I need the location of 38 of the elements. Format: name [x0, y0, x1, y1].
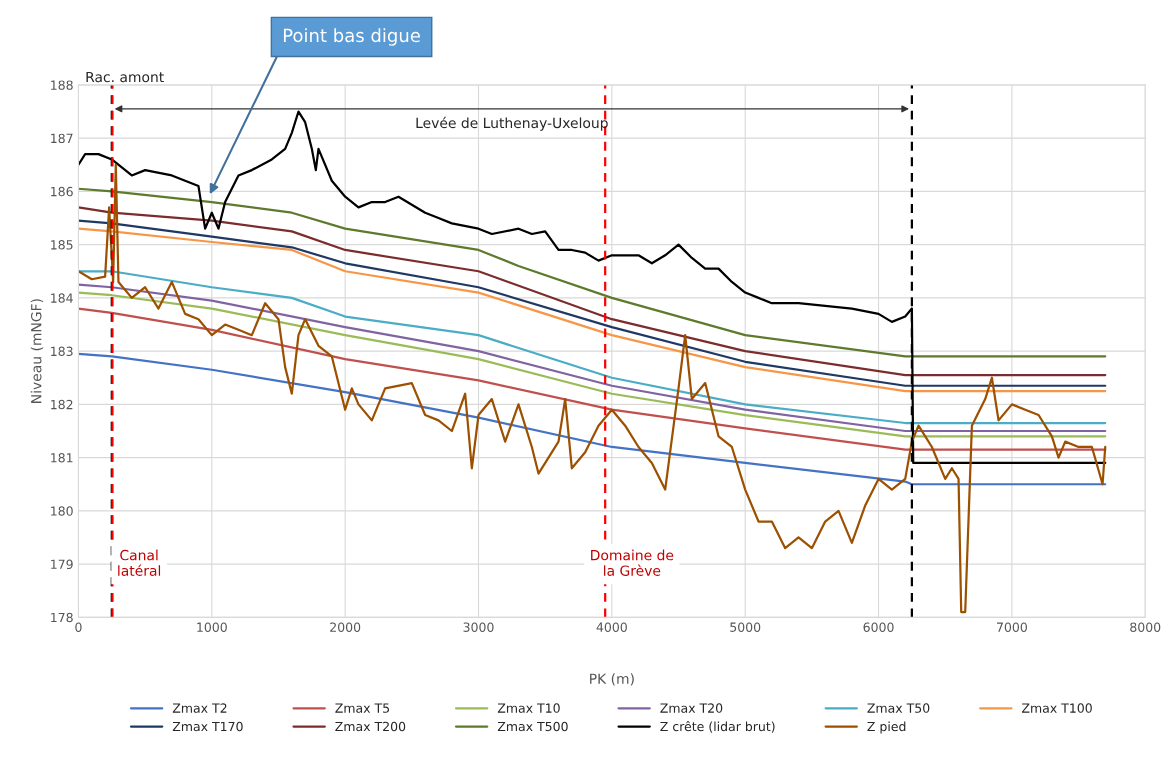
y-tick-label: 188 — [51, 80, 73, 90]
legend-label: Zmax T2 — [172, 703, 227, 713]
y-axis-title: Niveau (mNGF) — [30, 299, 44, 403]
legend-label: Zmax T10 — [497, 703, 560, 713]
x-tick-label: 8000 — [1130, 622, 1161, 632]
y-tick-label: 178 — [51, 612, 73, 623]
legend-label: Z crête (lidar brut) — [660, 720, 775, 733]
x-tick-label: 6000 — [863, 622, 894, 632]
legend-label: Zmax T5 — [335, 703, 390, 713]
legend-label: Zmax T50 — [867, 703, 930, 713]
legend-label: Z pied — [867, 721, 906, 734]
legend-label: Zmax T200 — [335, 721, 406, 732]
x-tick-label: 0 — [75, 622, 82, 632]
y-tick-label: 179 — [51, 559, 73, 570]
legend-label: Zmax T100 — [1021, 703, 1092, 713]
x-tick-label: 3000 — [463, 622, 494, 632]
x-tick-label: 1000 — [197, 622, 227, 632]
x-tick-label: 5000 — [730, 622, 761, 632]
legend-label: Zmax T20 — [660, 703, 723, 713]
legend-label: Zmax T170 — [172, 721, 243, 732]
y-tick-label: 187 — [51, 133, 73, 144]
y-tick-label: 186 — [51, 186, 73, 197]
x-tick-label: 2000 — [330, 622, 361, 632]
x-axis-title: PK (m) — [590, 673, 634, 686]
y-tick-label: 181 — [51, 453, 73, 463]
text: Point bas digue — [283, 28, 420, 46]
annotation: Levée de Luthenay-Uxeloup — [416, 116, 608, 131]
y-tick-label: 184 — [51, 293, 73, 303]
ref-line-label: Rac. amont — [86, 71, 164, 83]
ref-line-label: Canal latéral — [118, 549, 161, 576]
x-tick-label: 4000 — [596, 622, 627, 632]
y-tick-label: 180 — [51, 506, 73, 516]
ref-line-label: Domaine de la Grève — [591, 549, 674, 576]
y-tick-label: 185 — [51, 240, 73, 250]
y-tick-label: 183 — [51, 346, 73, 357]
legend-label: Zmax T500 — [497, 721, 568, 732]
y-tick-label: 182 — [51, 399, 73, 410]
x-tick-label: 7000 — [997, 622, 1027, 632]
